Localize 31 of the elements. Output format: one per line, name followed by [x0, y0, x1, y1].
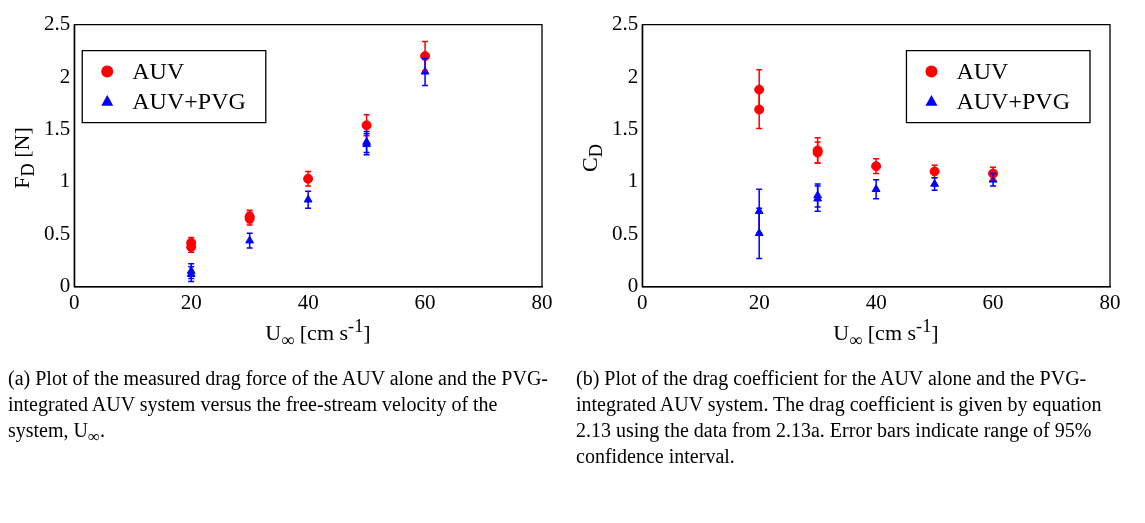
x-tick-label: 80	[531, 289, 553, 314]
x-tick-label: 40	[297, 289, 319, 314]
y-tick-label: 0.5	[44, 220, 71, 245]
y-tick-label: 1	[59, 168, 71, 193]
legend-label: AUV	[956, 57, 1010, 84]
point	[930, 179, 939, 187]
x-tick-label: 40	[865, 289, 887, 314]
legend-label: AUV+PVG	[956, 87, 1070, 114]
x-tick-label: 60	[982, 289, 1004, 314]
text: (b) Plot of the drag coefficient for the AUV alone and the PVG-integrated AUV system. The drag coefficient is given by equation 2.13 using the data from 2.13a. Error bars indicate range of 95% confidence interval.	[576, 365, 1103, 469]
y-tick-label: 1.5	[612, 116, 639, 140]
y-tick-label: 2.5	[612, 11, 639, 36]
y-tick-label: 2	[627, 63, 639, 88]
y-tick-label: 0.5	[612, 220, 639, 245]
text: (a) Plot of the measured drag force of the AUV alone and the PVG-integrated AUV system versus the free-stream velocity of the system, U$_{∞}$.	[8, 365, 550, 448]
y-tick-label: 1	[627, 168, 639, 193]
x-tick-label: 60	[414, 289, 436, 314]
point	[361, 120, 372, 131]
point	[245, 235, 255, 244]
y-tick-label: 0	[59, 273, 71, 298]
x-tick-label: 80	[1099, 289, 1121, 314]
legend-label: AUV+PVG	[132, 87, 246, 114]
y-tick-label: 1.5	[44, 116, 71, 140]
x-tick-label: 20	[748, 289, 770, 314]
y-tick-label: 0	[627, 273, 639, 298]
x-tick-label: 20	[180, 289, 202, 314]
legend-label: AUV	[132, 57, 185, 84]
x-axis-title: U$_{∞}$ [cm s$^{-1}$]	[264, 316, 372, 351]
y-tick-label: 2.5	[44, 11, 71, 36]
x-axis-title: U$_{∞}$ [cm s$^{-1}$]	[832, 316, 940, 351]
y-tick-label: 2	[59, 63, 71, 88]
